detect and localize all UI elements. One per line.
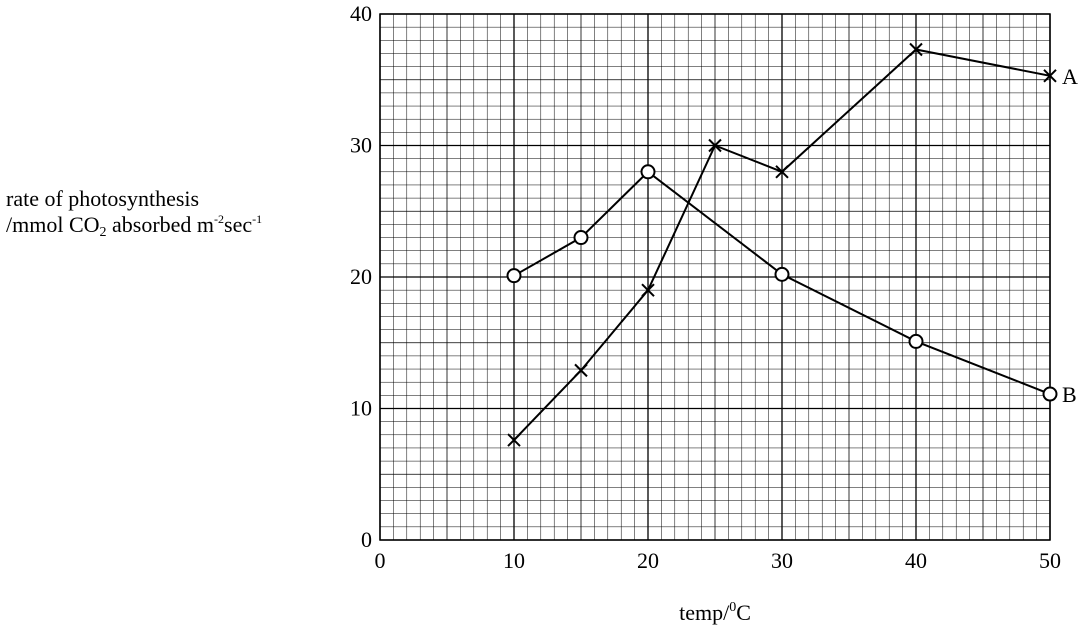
x-tick-label: 0 xyxy=(375,548,386,573)
y-tick-label: 0 xyxy=(361,527,372,552)
x-tick-label: 40 xyxy=(905,548,927,573)
y-tick-label: 10 xyxy=(350,396,372,421)
data-point-A xyxy=(909,42,923,57)
data-point-B xyxy=(573,230,589,246)
plot-frame xyxy=(379,13,1051,541)
x-axis-label: temp/0C xyxy=(679,600,751,625)
data-point-B xyxy=(774,266,790,282)
data-point-A xyxy=(641,283,655,297)
series-label-A: A xyxy=(1062,64,1078,89)
y-tick-label: 40 xyxy=(350,1,372,26)
y-tick-label: 30 xyxy=(350,133,372,158)
y-axis-label-unit-mid2: sec xyxy=(224,212,253,237)
data-point-B xyxy=(640,164,656,180)
data-point-A xyxy=(574,363,588,378)
x-axis-label-superscript: 0 xyxy=(729,600,736,615)
tick-labels: 0 10 20 30 40 50 0 10 20 30 40 xyxy=(350,1,1061,573)
data-point-A xyxy=(708,138,722,153)
series-group: AB xyxy=(506,42,1078,447)
x-axis-label-unit: C xyxy=(736,600,751,625)
y-axis-label-unit-mid: absorbed m xyxy=(106,212,215,237)
y-axis-label-subscript: 2 xyxy=(99,225,107,240)
data-point-A xyxy=(775,165,789,179)
y-axis-label-line2: /mmol CO2 absorbed m-2sec-1 xyxy=(6,212,263,240)
x-axis-label-text: temp/ xyxy=(679,600,730,625)
x-tick-label: 50 xyxy=(1039,548,1061,573)
data-point-B xyxy=(1042,386,1058,402)
x-tick-label: 30 xyxy=(771,548,793,573)
series-line-B xyxy=(513,170,1051,395)
y-axis-label-superscript-1: -2 xyxy=(214,212,225,226)
data-point-B xyxy=(506,268,522,284)
y-tick-label: 20 xyxy=(350,264,372,289)
series-A: A xyxy=(507,42,1078,447)
series-label-B: B xyxy=(1062,382,1077,407)
y-axis-label-unit-prefix: /mmol CO xyxy=(6,212,100,237)
data-point-B xyxy=(908,333,924,349)
y-axis-label-line1: rate of photosynthesis xyxy=(6,186,200,211)
data-point-A xyxy=(507,433,521,447)
y-axis-label: rate of photosynthesis /mmol CO2 absorbe… xyxy=(6,186,263,240)
x-tick-label: 10 xyxy=(503,548,525,573)
x-tick-label: 20 xyxy=(637,548,659,573)
series-B: B xyxy=(506,164,1077,407)
y-axis-label-superscript-2: -1 xyxy=(252,212,263,226)
data-point-A xyxy=(1043,69,1057,83)
